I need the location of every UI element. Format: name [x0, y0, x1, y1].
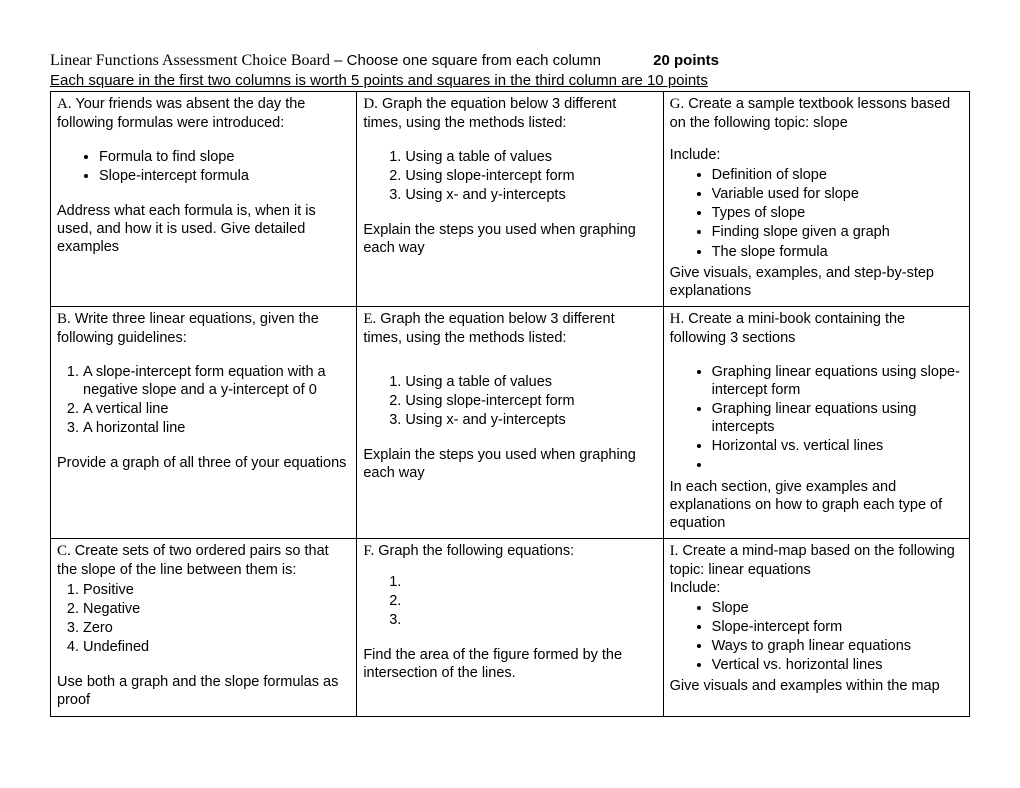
bullet-list: Slope Slope-intercept form Ways to graph… — [670, 599, 963, 676]
cell-intro: Write three linear equations, given the … — [57, 311, 319, 346]
cell-outro: Address what each formula is, when it is… — [57, 202, 350, 256]
bullet-list: Graphing linear equations using slope-in… — [670, 363, 963, 476]
cell-outro: Explain the steps you used when graphing… — [363, 446, 656, 482]
cell-b: B. Write three linear equations, given t… — [51, 306, 357, 538]
bullet-list: Formula to find slope Slope-intercept fo… — [57, 148, 350, 186]
table-row: A. Your friends was absent the day the f… — [51, 92, 970, 307]
cell-label: B. — [57, 311, 71, 327]
list-item: Finding slope given a graph — [712, 223, 963, 242]
list-item — [405, 573, 656, 592]
list-item: Positive — [83, 581, 350, 600]
list-item: A horizontal line — [83, 419, 350, 438]
cell-outro: In each section, give examples and expla… — [670, 478, 963, 532]
cell-intro: Create a sample textbook lessons based o… — [670, 96, 951, 131]
cell-outro: Find the area of the figure formed by th… — [363, 646, 656, 682]
cell-f: F. Graph the following equations: Find t… — [357, 538, 663, 716]
cell-outro: Provide a graph of all three of your equ… — [57, 454, 350, 472]
list-item: A slope-intercept form equation with a n… — [83, 363, 350, 400]
numbered-list: Using a table of values Using slope-inte… — [363, 373, 656, 430]
choice-board-table: A. Your friends was absent the day the f… — [50, 91, 970, 717]
list-item: Slope-intercept formula — [99, 167, 350, 186]
list-item: Using a table of values — [405, 373, 656, 392]
cell-label: E. — [363, 311, 376, 327]
list-item: Using slope-intercept form — [405, 392, 656, 411]
cell-intro: Graph the following equations: — [374, 543, 574, 559]
points-label: 20 points — [653, 52, 719, 69]
cell-outro: Explain the steps you used when graphing… — [363, 221, 656, 257]
list-item: Zero — [83, 619, 350, 638]
list-item: Slope — [712, 599, 963, 618]
numbered-list: A slope-intercept form equation with a n… — [57, 363, 350, 439]
cell-label: C. — [57, 543, 71, 559]
numbered-list: Positive Negative Zero Undefined — [57, 581, 350, 658]
cell-label: G. — [670, 96, 685, 112]
cell-d: D. Graph the equation below 3 different … — [357, 92, 663, 307]
list-item: A vertical line — [83, 400, 350, 419]
cell-i: I. Create a mind-map based on the follow… — [663, 538, 969, 716]
list-item: Definition of slope — [712, 166, 963, 185]
include-label: Include: — [670, 146, 963, 164]
list-item: Variable used for slope — [712, 185, 963, 204]
cell-c: C. Create sets of two ordered pairs so t… — [51, 538, 357, 716]
cell-outro: Use both a graph and the slope formulas … — [57, 673, 350, 709]
cell-label: F. — [363, 543, 374, 559]
cell-h: H. Create a mini-book containing the fol… — [663, 306, 969, 538]
cell-intro: Create sets of two ordered pairs so that… — [57, 543, 329, 578]
cell-label: D. — [363, 96, 378, 112]
list-item: Ways to graph linear equations — [712, 637, 963, 656]
cell-a: A. Your friends was absent the day the f… — [51, 92, 357, 307]
list-item: Formula to find slope — [99, 148, 350, 167]
header-subtitle: Each square in the first two columns is … — [50, 72, 970, 89]
list-item: Graphing linear equations using intercep… — [712, 400, 963, 437]
numbered-list — [363, 573, 656, 630]
bullet-list: Definition of slope Variable used for sl… — [670, 166, 963, 262]
cell-intro: Graph the equation below 3 different tim… — [363, 311, 614, 346]
list-item: Using x- and y-intercepts — [405, 186, 656, 205]
cell-intro: Create a mini-book containing the follow… — [670, 311, 905, 346]
list-item: Graphing linear equations using slope-in… — [712, 363, 963, 400]
cell-outro: Give visuals and examples within the map — [670, 677, 963, 695]
cell-g: G. Create a sample textbook lessons base… — [663, 92, 969, 307]
list-item: Horizontal vs. vertical lines — [712, 437, 963, 456]
list-item: Negative — [83, 600, 350, 619]
numbered-list: Using a table of values Using slope-inte… — [363, 148, 656, 205]
list-item: Vertical vs. horizontal lines — [712, 656, 963, 675]
list-item: The slope formula — [712, 243, 963, 262]
cell-e: E. Graph the equation below 3 different … — [357, 306, 663, 538]
title-serif: Linear Functions Assessment Choice Board — [50, 52, 330, 69]
list-item: Slope-intercept form — [712, 618, 963, 637]
cell-outro: Give visuals, examples, and step-by-step… — [670, 264, 963, 300]
list-item: Using a table of values — [405, 148, 656, 167]
table-row: B. Write three linear equations, given t… — [51, 306, 970, 538]
include-label: Include: — [670, 579, 963, 597]
title-rest: – Choose one square from each column — [330, 52, 601, 69]
header-line-1: Linear Functions Assessment Choice Board… — [50, 52, 970, 70]
page: Linear Functions Assessment Choice Board… — [0, 0, 1020, 717]
cell-intro: Your friends was absent the day the foll… — [57, 96, 305, 131]
list-item — [405, 611, 656, 630]
cell-label: H. — [670, 311, 685, 327]
table-row: C. Create sets of two ordered pairs so t… — [51, 538, 970, 716]
list-item: Using slope-intercept form — [405, 167, 656, 186]
cell-intro: Graph the equation below 3 different tim… — [363, 96, 616, 131]
list-item — [712, 456, 963, 475]
cell-label: A. — [57, 96, 72, 112]
list-item — [405, 592, 656, 611]
list-item: Using x- and y-intercepts — [405, 411, 656, 430]
list-item: Undefined — [83, 638, 350, 657]
cell-intro: Create a mind-map based on the following… — [670, 543, 955, 578]
list-item: Types of slope — [712, 204, 963, 223]
